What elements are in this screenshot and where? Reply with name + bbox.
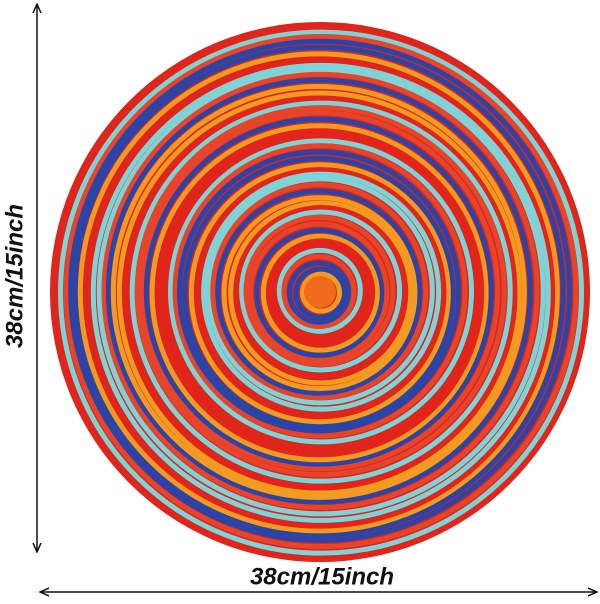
mat-ring bbox=[201, 171, 442, 412]
mat-ring bbox=[300, 271, 343, 314]
mat-ring bbox=[84, 57, 556, 529]
mat-ring bbox=[182, 156, 456, 430]
width-label: 38cm/15inch bbox=[250, 563, 394, 590]
mat-ring bbox=[68, 38, 573, 543]
mat-ring bbox=[123, 96, 518, 491]
mat-ring bbox=[139, 110, 501, 472]
mat-ring bbox=[162, 133, 480, 451]
mat-ring bbox=[234, 204, 409, 379]
mat-ring bbox=[129, 100, 513, 484]
mat-ring bbox=[176, 149, 461, 434]
mat-ring bbox=[143, 116, 494, 467]
mat-ring bbox=[254, 227, 385, 358]
mat-ring bbox=[58, 29, 585, 556]
round-placemat bbox=[50, 22, 590, 562]
mat-ring bbox=[221, 195, 418, 392]
mat-ring bbox=[239, 209, 403, 373]
height-label: 38cm/15inch bbox=[1, 204, 28, 348]
mat-ring bbox=[101, 71, 540, 510]
mat-ring bbox=[63, 34, 579, 550]
mat-ring bbox=[156, 129, 485, 458]
mat-ring bbox=[72, 44, 566, 538]
mat-ring bbox=[168, 138, 475, 445]
mat-ring bbox=[195, 167, 447, 419]
mat-ring bbox=[105, 77, 533, 505]
mat-ring bbox=[276, 247, 363, 334]
mat-center bbox=[304, 276, 336, 308]
mat-ring bbox=[248, 221, 390, 363]
mat-ring bbox=[96, 67, 546, 517]
mat-ring bbox=[293, 266, 347, 320]
mat-ring bbox=[260, 233, 380, 353]
mat-ring bbox=[210, 182, 429, 401]
mat-ring bbox=[172, 143, 468, 439]
mat-ring bbox=[77, 51, 560, 534]
mat-ring bbox=[90, 62, 551, 523]
mat-ring bbox=[267, 238, 376, 347]
mat-ring bbox=[287, 260, 352, 325]
mat-ring bbox=[272, 242, 370, 340]
mat-ring bbox=[281, 254, 357, 330]
mat-ring bbox=[51, 24, 589, 562]
mat-ring bbox=[116, 90, 522, 496]
mat-ring bbox=[110, 84, 527, 501]
mat-ring bbox=[228, 200, 414, 386]
mat-ring bbox=[134, 105, 507, 478]
mat-ring bbox=[149, 123, 489, 463]
mat-ring bbox=[243, 214, 396, 367]
mat-ring bbox=[215, 188, 423, 396]
mat-ring bbox=[205, 176, 435, 406]
mat-ring bbox=[188, 162, 451, 425]
